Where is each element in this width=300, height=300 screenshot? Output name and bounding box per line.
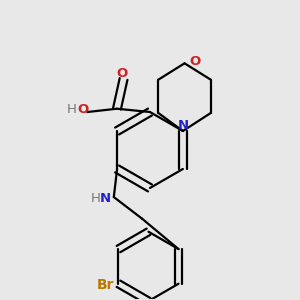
Text: H: H: [67, 103, 77, 116]
Text: N: N: [177, 118, 188, 132]
Text: O: O: [190, 55, 201, 68]
Text: O: O: [116, 67, 128, 80]
Text: N: N: [100, 192, 111, 205]
Text: H: H: [91, 192, 100, 205]
Text: O: O: [77, 103, 88, 116]
Text: Br: Br: [97, 278, 115, 292]
